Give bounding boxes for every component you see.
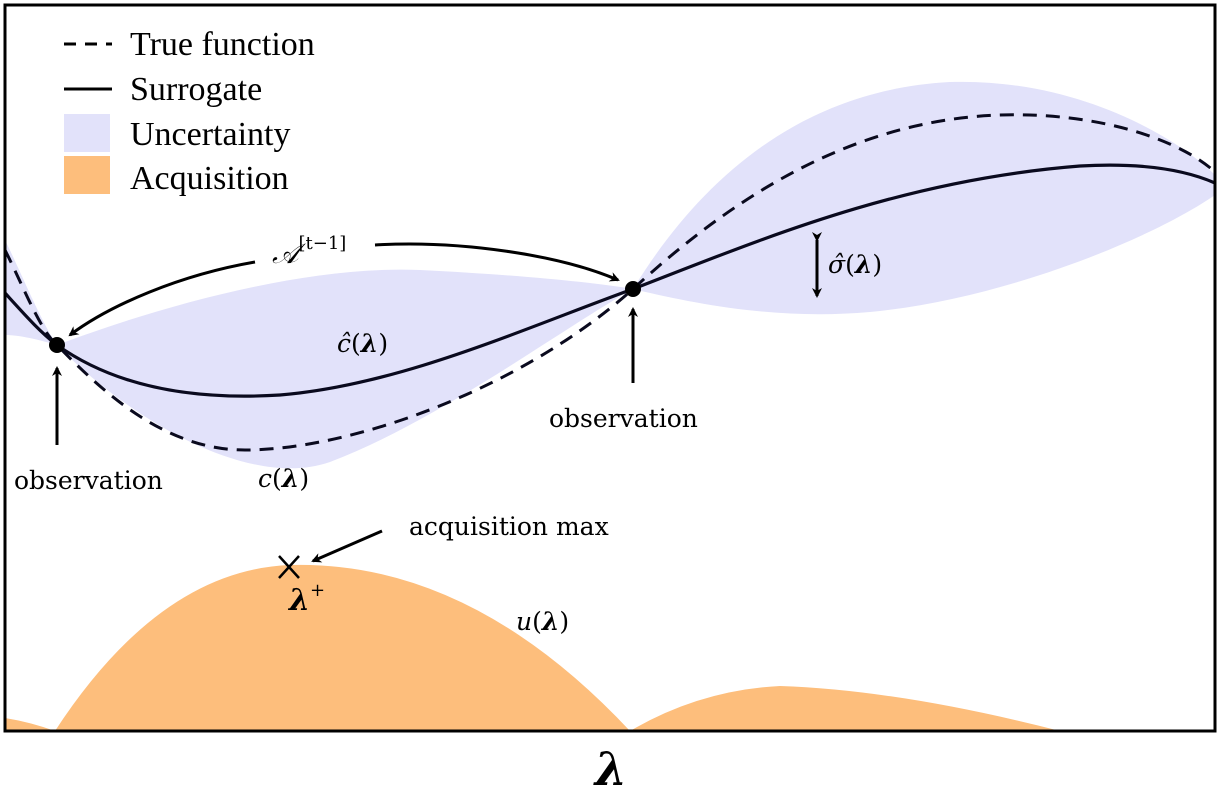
acquisition-area xyxy=(5,564,1060,731)
sigma-lambda: λ xyxy=(854,250,873,279)
observation-label-left: observation xyxy=(14,466,163,495)
lambda-plus-symbol: λ xyxy=(287,583,310,618)
c-hat-symbol: ĉ xyxy=(337,329,351,358)
x-axis-label: λ xyxy=(593,742,627,791)
c-symbol: c xyxy=(258,464,272,493)
legend-true-function-label: True function xyxy=(130,26,315,63)
uncertainty-band xyxy=(5,81,1215,469)
observation-label-right: observation xyxy=(549,404,698,433)
u-lambda: λ xyxy=(541,607,560,636)
legend-uncertainty-label: Uncertainty xyxy=(130,116,291,153)
legend-uncertainty-swatch xyxy=(64,114,110,152)
surrogate-curve xyxy=(5,163,1215,398)
observation-point-right xyxy=(625,281,641,297)
acquisition-function-label: u(λ) xyxy=(516,607,569,636)
legend-surrogate-label: Surrogate xyxy=(130,71,262,108)
legend: True function Surrogate Uncertainty Acqu… xyxy=(64,26,315,197)
plot-frame xyxy=(3,3,1217,733)
acquisition-max-arrow xyxy=(311,529,383,563)
history-sup: [t−1] xyxy=(299,233,347,254)
sigma-label: σ̂(λ) xyxy=(828,250,882,279)
lambda-plus-label: λ+ xyxy=(287,580,325,618)
sigma-symbol: σ̂ xyxy=(828,250,846,279)
acquisition-max-marker xyxy=(278,555,300,579)
c-hat-lambda: λ xyxy=(360,329,379,358)
true-function-label: c(λ) xyxy=(258,464,309,493)
history-arrow-left xyxy=(68,260,256,337)
acquisition-max-label: acquisition max xyxy=(409,512,609,541)
observation-point-left xyxy=(49,337,65,353)
history-arrow-right xyxy=(374,242,620,282)
surrogate-mean-label: ĉ(λ) xyxy=(337,329,388,358)
c-lambda: λ xyxy=(281,464,300,493)
history-label: 𝒜[t−1] xyxy=(272,233,346,270)
u-symbol: u xyxy=(516,607,532,636)
legend-acquisition-swatch xyxy=(64,156,110,194)
legend-acquisition-label: Acquisition xyxy=(130,160,289,197)
lambda-plus-sup: + xyxy=(310,580,325,601)
